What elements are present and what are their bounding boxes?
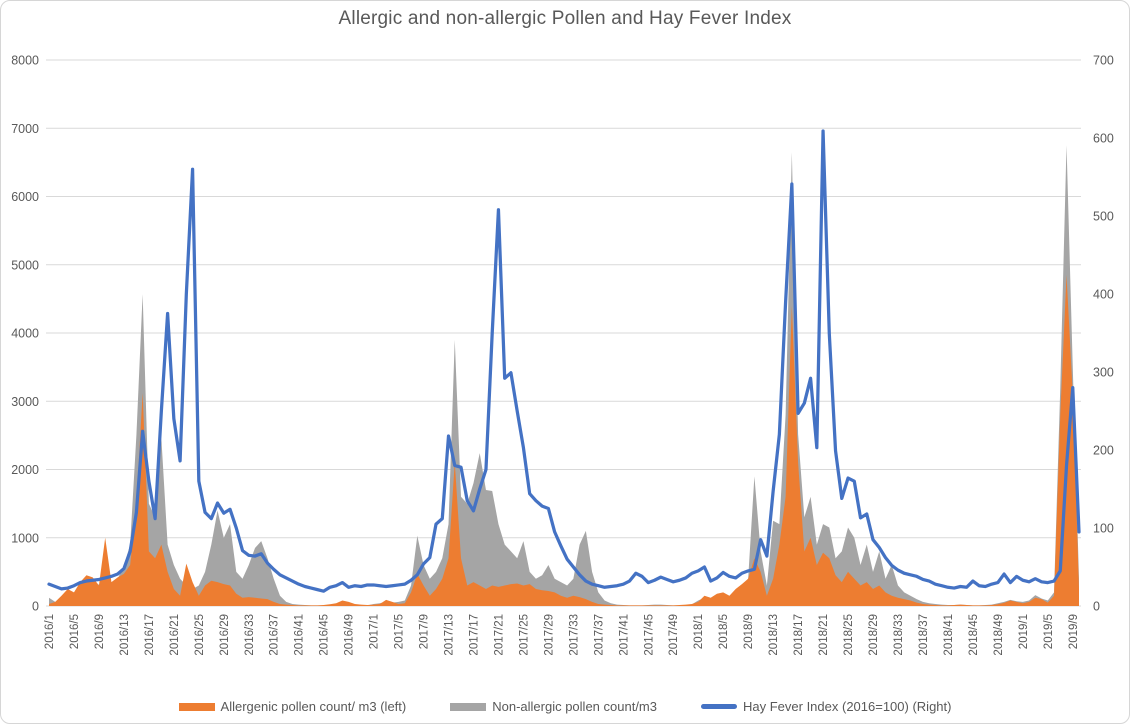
right-axis-tick-label: 500 — [1093, 210, 1114, 224]
x-axis-tick-label: 2018/37 — [918, 614, 930, 656]
x-axis-tick-label: 2018/5 — [718, 614, 730, 649]
x-axis-tick-label: 2018/25 — [843, 614, 855, 656]
left-axis-tick-label: 6000 — [11, 190, 39, 204]
legend-label-hay-fever: Hay Fever Index (2016=100) (Right) — [743, 699, 952, 714]
chart-legend: Allergenic pollen count/ m3 (left) Non-a… — [1, 699, 1129, 714]
right-axis-tick-label: 0 — [1093, 600, 1100, 614]
x-axis-tick-label: 2017/29 — [543, 614, 555, 656]
x-axis-tick-label: 2016/13 — [119, 614, 131, 656]
left-axis-tick-label: 5000 — [11, 258, 39, 272]
x-axis-tick-label: 2016/25 — [194, 614, 206, 656]
right-axis-tick-label: 100 — [1093, 522, 1114, 536]
x-axis-tick-label: 2017/13 — [444, 614, 456, 656]
x-axis-tick-label: 2017/33 — [568, 614, 580, 656]
x-axis-tick-label: 2017/17 — [468, 614, 480, 656]
x-axis-tick-label: 2019/9 — [1068, 614, 1080, 649]
legend-label-allergenic: Allergenic pollen count/ m3 (left) — [220, 699, 407, 714]
allergenic-area-swatch-icon — [178, 702, 215, 711]
right-axis-tick-label: 700 — [1093, 54, 1114, 68]
hay-fever-index-line-series — [47, 129, 1081, 593]
x-axis-tick-label: 2016/33 — [244, 614, 256, 656]
x-axis-tick-label: 2017/5 — [394, 614, 406, 649]
x-axis-tick-label: 2018/41 — [943, 614, 955, 656]
right-axis-tick-label: 600 — [1093, 132, 1114, 146]
x-axis-tick-label: 2017/37 — [593, 614, 605, 656]
x-axis-tick-label: 2018/13 — [768, 614, 780, 656]
x-axis-tick-label: 2018/9 — [743, 614, 755, 649]
left-axis-tick-label: 0 — [32, 600, 39, 614]
x-axis-tick-label: 2017/1 — [369, 614, 381, 649]
x-axis-tick-label: 2018/49 — [993, 614, 1005, 656]
x-axis-tick-label: 2017/45 — [643, 614, 655, 656]
legend-item-non-allergic: Non-allergic pollen count/m3 — [450, 699, 657, 714]
x-axis-tick-label: 2017/49 — [668, 614, 680, 656]
x-axis-tick-label: 2016/37 — [269, 614, 281, 656]
x-axis-tick-label: 2016/29 — [219, 614, 231, 656]
x-axis-tick-label: 2019/5 — [1043, 614, 1055, 649]
right-axis-tick-label: 300 — [1093, 366, 1114, 380]
x-axis-tick-label: 2016/49 — [344, 614, 356, 656]
legend-item-allergenic: Allergenic pollen count/ m3 (left) — [178, 699, 407, 714]
x-axis-tick-label: 2016/45 — [319, 614, 331, 656]
x-axis-tick-label: 2018/17 — [793, 614, 805, 656]
right-axis-tick-label: 200 — [1093, 444, 1114, 458]
x-axis-tick-label: 2016/5 — [69, 614, 81, 649]
non-allergic-area-swatch-icon — [450, 702, 487, 711]
x-axis-tick-label: 2017/41 — [618, 614, 630, 656]
x-axis-tick-label: 2018/21 — [818, 614, 830, 656]
x-axis-tick-label: 2017/25 — [518, 614, 530, 656]
x-axis-tick-label: 2018/45 — [968, 614, 980, 656]
x-axis-tick-label: 2017/21 — [493, 614, 505, 656]
non-allergic-pollen-area-series — [49, 145, 1079, 606]
x-axis-tick-label: 2019/1 — [1018, 614, 1030, 649]
left-axis-tick-label: 2000 — [11, 463, 39, 477]
x-axis-tick-label: 2016/21 — [169, 614, 181, 656]
left-axis-tick-label: 1000 — [11, 531, 39, 545]
left-axis-tick-label: 8000 — [11, 54, 39, 68]
allergenic-pollen-area-series — [49, 274, 1079, 606]
legend-label-non-allergic: Non-allergic pollen count/m3 — [492, 699, 657, 714]
x-axis-tick-label: 2018/1 — [693, 614, 705, 649]
x-axis-tick-label: 2016/41 — [294, 614, 306, 656]
left-axis-tick-label: 7000 — [11, 122, 39, 136]
x-axis-tick-label: 2018/33 — [893, 614, 905, 656]
chart-title: Allergic and non-allergic Pollen and Hay… — [338, 8, 792, 29]
x-axis-tick-label: 2016/9 — [94, 614, 106, 649]
hay-fever-line-swatch-icon — [701, 704, 737, 709]
x-axis-tick-label: 2016/1 — [44, 614, 56, 649]
legend-item-hay-fever: Hay Fever Index (2016=100) (Right) — [701, 699, 951, 714]
x-axis-tick-label: 2017/9 — [419, 614, 431, 649]
left-axis-tick-label: 3000 — [11, 395, 39, 409]
x-axis-tick-label: 2016/17 — [144, 614, 156, 656]
left-axis-tick-label: 4000 — [11, 327, 39, 341]
x-axis-tick-label: 2018/29 — [868, 614, 880, 656]
right-axis-tick-label: 400 — [1093, 288, 1114, 302]
